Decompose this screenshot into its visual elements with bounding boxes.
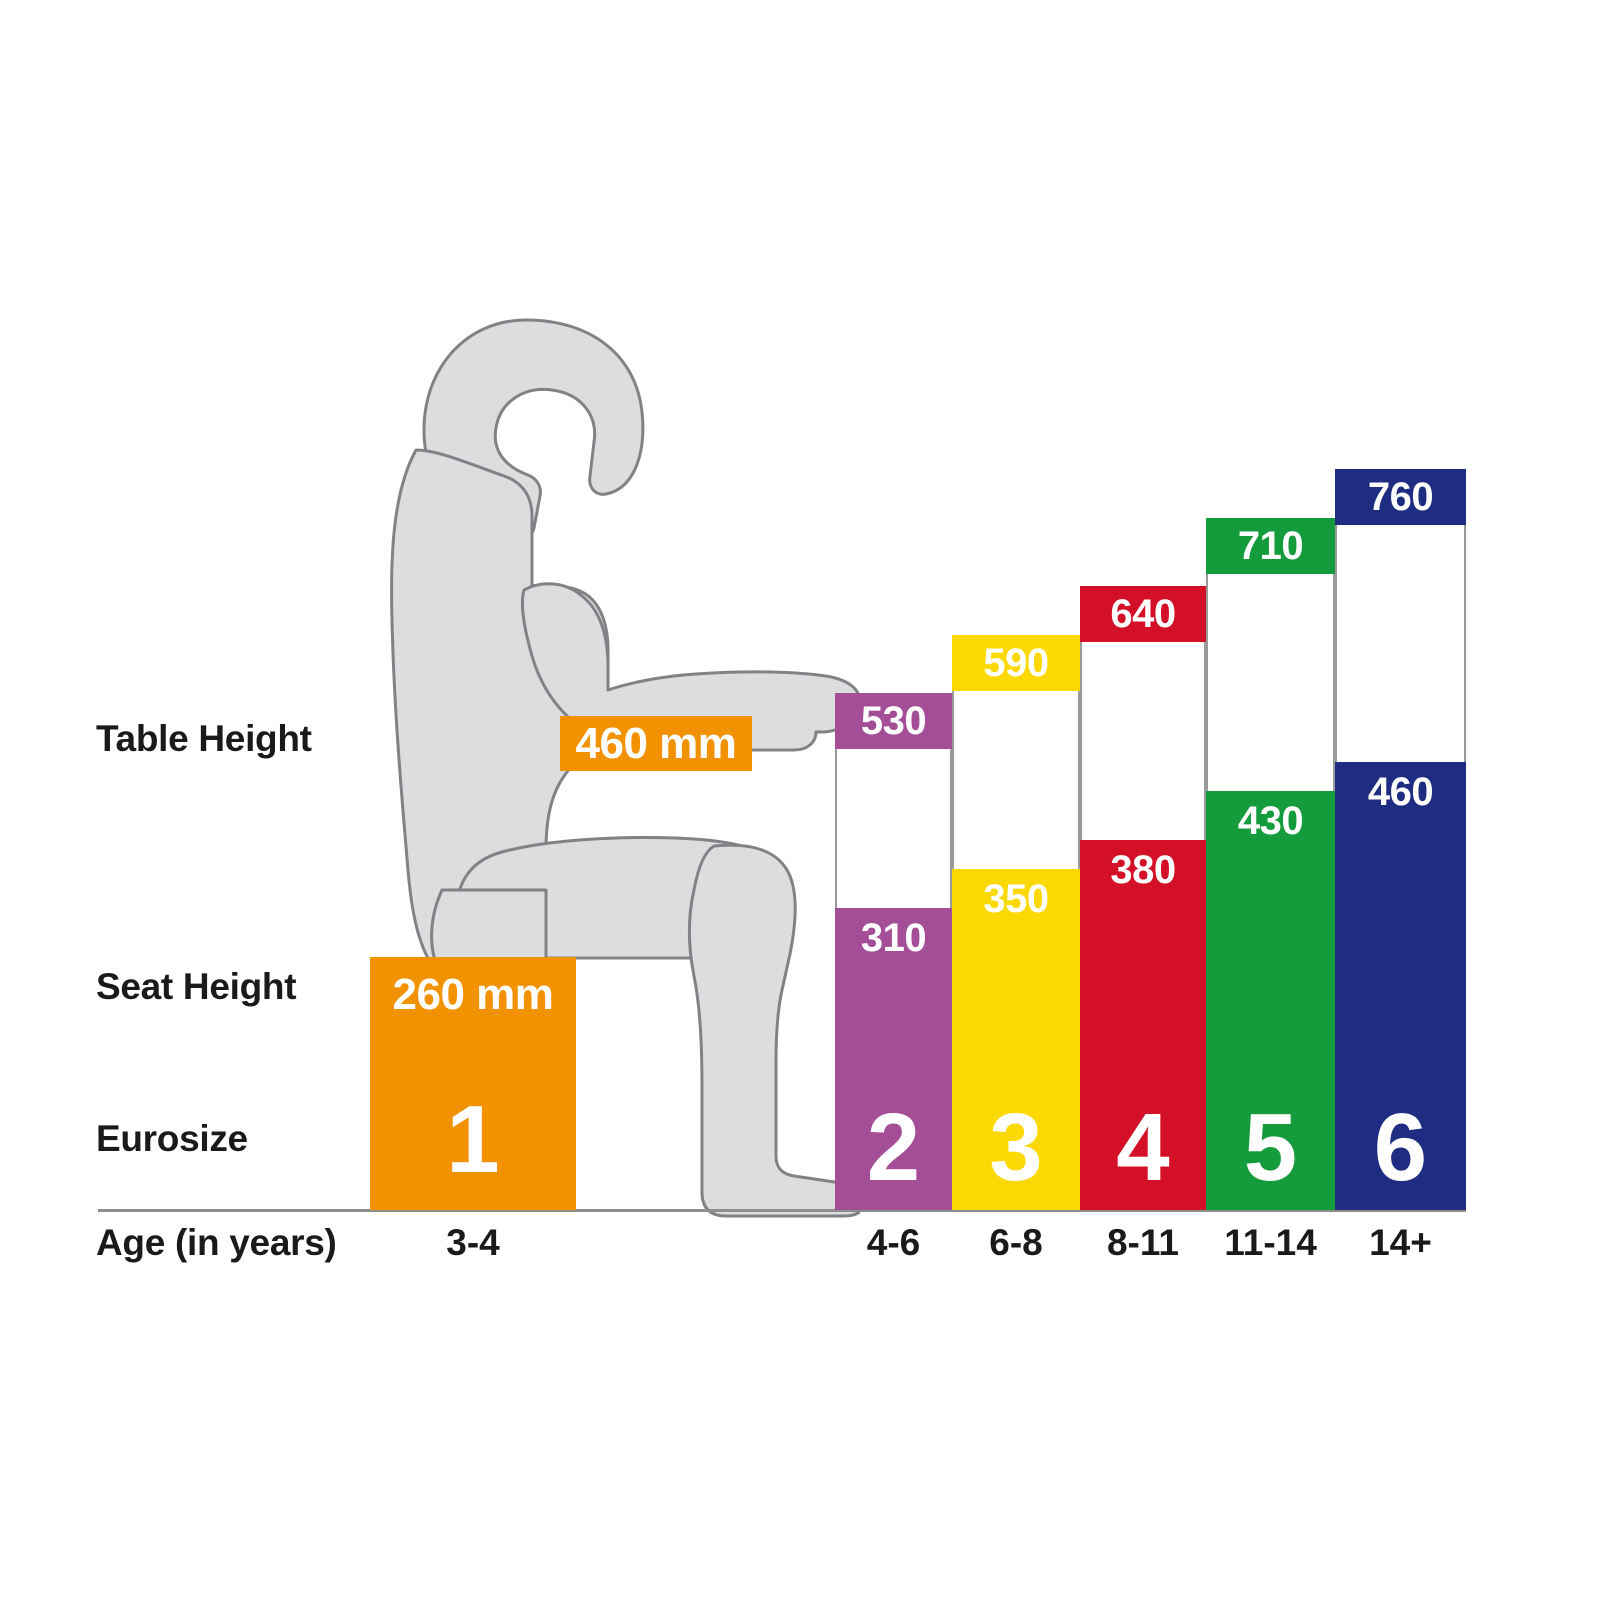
bar-column-eurosize-5[interactable]: 710 430 5 xyxy=(1206,517,1335,1210)
seat-height-value: 460 xyxy=(1367,769,1434,814)
bar-gap xyxy=(1080,642,1206,840)
seat-height-segment[interactable]: 380 4 xyxy=(1080,839,1206,1210)
row-label-table-height: Table Height xyxy=(96,718,312,759)
seat-height-value: 430 xyxy=(1237,798,1304,843)
age-tick-label: 6-8 xyxy=(989,1222,1043,1263)
eurosize-number: 6 xyxy=(1373,1093,1428,1201)
eurosize-number: 1 xyxy=(446,1085,500,1193)
callout-table-height-460: 460 mm xyxy=(560,716,752,771)
bar-column-eurosize-3[interactable]: 590 350 3 xyxy=(952,634,1080,1210)
table-height-segment[interactable]: 640 xyxy=(1080,586,1206,643)
bar-gap xyxy=(1206,573,1335,791)
eurosize-number: 4 xyxy=(1116,1093,1170,1201)
seat-height-value: 380 xyxy=(1110,847,1176,892)
seat-height-segment[interactable]: 350 3 xyxy=(952,868,1080,1210)
row-label-eurosize: Eurosize xyxy=(96,1118,248,1159)
table-height-segment[interactable]: 710 xyxy=(1206,517,1335,574)
seat-height-segment[interactable]: 310 2 xyxy=(835,907,952,1210)
age-tick-label: 4-6 xyxy=(866,1222,921,1263)
age-tick-label: 11-14 xyxy=(1224,1222,1317,1263)
table-height-value: 530 xyxy=(860,699,927,744)
age-tick-label: 3-4 xyxy=(446,1222,500,1263)
table-height-value: 640 xyxy=(1110,592,1176,637)
table-height-segment[interactable]: 530 xyxy=(835,693,952,750)
seat-height-segment[interactable]: 460 6 xyxy=(1335,761,1466,1210)
bar-column-eurosize-6[interactable]: 760 460 6 xyxy=(1335,469,1466,1210)
table-height-segment[interactable]: 760 xyxy=(1335,469,1466,526)
eurosize-number: 5 xyxy=(1243,1093,1298,1201)
bar-column-eurosize-4[interactable]: 640 380 4 xyxy=(1080,586,1206,1210)
table-height-value: 710 xyxy=(1237,523,1304,568)
seat-height-value: 350 xyxy=(983,876,1049,921)
seat-height-value: 260 mm xyxy=(392,969,554,1019)
table-height-segment[interactable]: 590 xyxy=(952,634,1080,691)
bar-gap xyxy=(1335,525,1466,762)
age-tick-label: 14+ xyxy=(1369,1222,1432,1263)
table-height-value: 760 xyxy=(1367,475,1434,520)
eurosize-number: 3 xyxy=(989,1093,1043,1201)
seat-height-segment[interactable]: 260 mm 1 xyxy=(370,956,576,1210)
eurosize-number: 2 xyxy=(866,1093,921,1201)
age-tick-label: 8-11 xyxy=(1106,1222,1179,1263)
bar-gap xyxy=(952,690,1080,869)
bar-gap xyxy=(835,749,952,908)
bar-column-eurosize-1[interactable]: 260 mm 1 xyxy=(370,762,576,1210)
row-label-seat-height: Seat Height xyxy=(96,966,297,1007)
seat-height-segment[interactable]: 430 5 xyxy=(1206,790,1335,1210)
table-height-value: 590 xyxy=(983,640,1049,685)
bar-column-eurosize-2[interactable]: 530 310 2 xyxy=(835,693,952,1210)
axis-baseline xyxy=(98,1209,1466,1212)
row-label-age: Age (in years) xyxy=(96,1222,337,1263)
seat-height-value: 310 xyxy=(860,915,927,960)
